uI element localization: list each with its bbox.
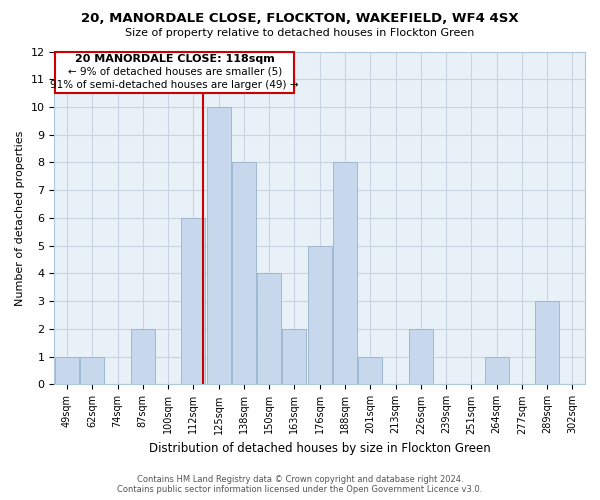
Bar: [333, 162, 357, 384]
Bar: [257, 274, 281, 384]
Text: 20, MANORDALE CLOSE, FLOCKTON, WAKEFIELD, WF4 4SX: 20, MANORDALE CLOSE, FLOCKTON, WAKEFIELD…: [81, 12, 519, 26]
Bar: [232, 162, 256, 384]
Bar: [308, 246, 332, 384]
Text: Contains HM Land Registry data © Crown copyright and database right 2024.
Contai: Contains HM Land Registry data © Crown c…: [118, 474, 482, 494]
Text: 91% of semi-detached houses are larger (49) →: 91% of semi-detached houses are larger (…: [50, 80, 299, 90]
Text: ← 9% of detached houses are smaller (5): ← 9% of detached houses are smaller (5): [68, 67, 282, 77]
Y-axis label: Number of detached properties: Number of detached properties: [15, 130, 25, 306]
Bar: [80, 356, 104, 384]
Bar: [358, 356, 382, 384]
Text: Size of property relative to detached houses in Flockton Green: Size of property relative to detached ho…: [125, 28, 475, 38]
Text: 20 MANORDALE CLOSE: 118sqm: 20 MANORDALE CLOSE: 118sqm: [75, 54, 275, 64]
Bar: [206, 107, 230, 384]
Bar: [535, 301, 559, 384]
Bar: [131, 329, 155, 384]
Bar: [181, 218, 205, 384]
X-axis label: Distribution of detached houses by size in Flockton Green: Distribution of detached houses by size …: [149, 442, 491, 455]
Bar: [283, 329, 307, 384]
Bar: [409, 329, 433, 384]
Bar: [55, 356, 79, 384]
Bar: [485, 356, 509, 384]
FancyBboxPatch shape: [55, 52, 295, 92]
